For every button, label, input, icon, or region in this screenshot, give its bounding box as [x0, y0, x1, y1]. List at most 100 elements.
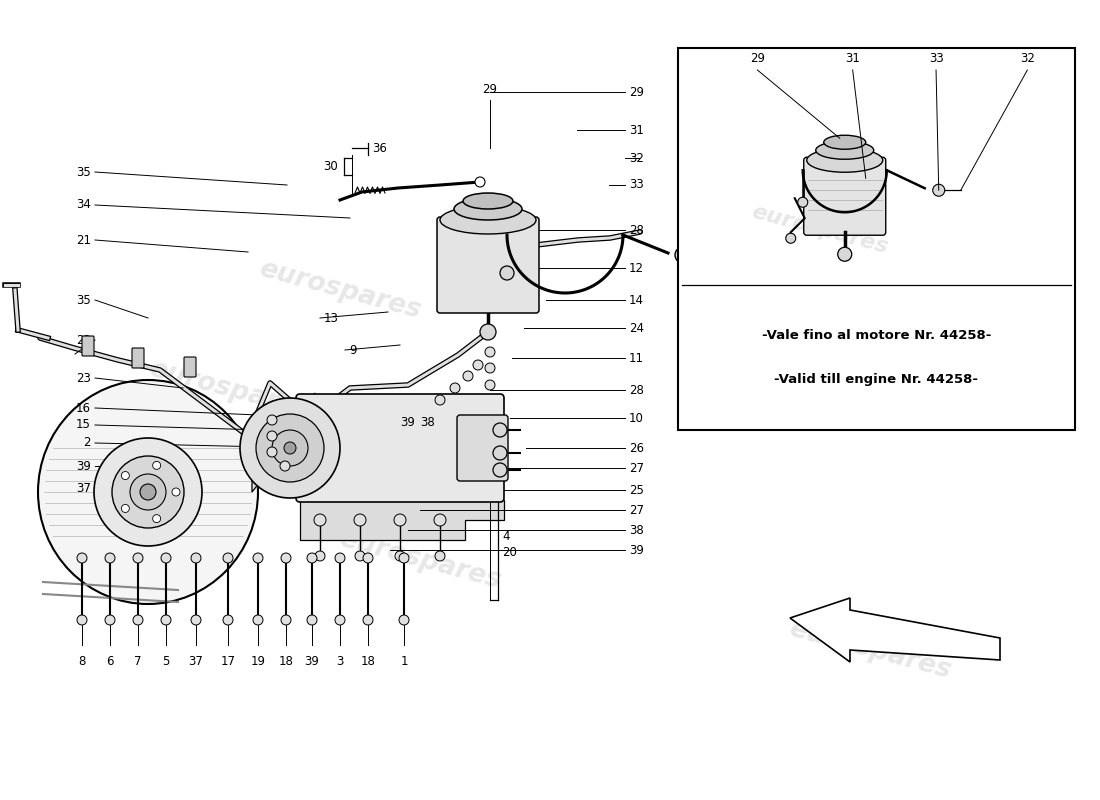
- Text: -Vale fino al motore Nr. 44258-: -Vale fino al motore Nr. 44258-: [762, 329, 991, 342]
- Circle shape: [336, 553, 345, 563]
- Text: 33: 33: [629, 178, 644, 191]
- Text: 37: 37: [76, 482, 91, 494]
- Text: eurospares: eurospares: [146, 356, 314, 424]
- Circle shape: [314, 514, 326, 526]
- Circle shape: [355, 551, 365, 561]
- Circle shape: [363, 553, 373, 563]
- Text: 17: 17: [220, 655, 235, 668]
- Ellipse shape: [39, 380, 258, 604]
- Text: 6: 6: [107, 655, 113, 668]
- Text: 25: 25: [629, 483, 644, 497]
- Text: 15: 15: [76, 418, 91, 431]
- Circle shape: [463, 371, 473, 381]
- Circle shape: [121, 471, 130, 479]
- Circle shape: [675, 247, 691, 263]
- Circle shape: [223, 615, 233, 625]
- FancyBboxPatch shape: [82, 336, 94, 356]
- Circle shape: [434, 514, 446, 526]
- Circle shape: [153, 462, 161, 470]
- Text: 29: 29: [750, 52, 764, 65]
- Text: 33: 33: [928, 52, 944, 65]
- Circle shape: [363, 615, 373, 625]
- Text: 39: 39: [629, 543, 644, 557]
- Text: eurospares: eurospares: [786, 616, 954, 684]
- Text: 30: 30: [323, 159, 338, 173]
- Ellipse shape: [440, 206, 536, 234]
- Text: 9: 9: [349, 343, 356, 357]
- Circle shape: [485, 363, 495, 373]
- Circle shape: [77, 615, 87, 625]
- Circle shape: [394, 514, 406, 526]
- Text: 39: 39: [76, 459, 91, 473]
- Text: -Valid till engine Nr. 44258-: -Valid till engine Nr. 44258-: [774, 373, 979, 386]
- Text: 2: 2: [84, 437, 91, 450]
- Circle shape: [450, 383, 460, 393]
- Circle shape: [307, 615, 317, 625]
- Text: 31: 31: [629, 123, 644, 137]
- Text: 29: 29: [629, 86, 644, 98]
- Circle shape: [485, 380, 495, 390]
- Circle shape: [223, 553, 233, 563]
- Circle shape: [94, 438, 202, 546]
- Circle shape: [267, 431, 277, 441]
- Circle shape: [280, 615, 292, 625]
- Text: 34: 34: [76, 198, 91, 211]
- Circle shape: [253, 553, 263, 563]
- Circle shape: [161, 553, 170, 563]
- Circle shape: [485, 347, 495, 357]
- Text: 7: 7: [134, 655, 142, 668]
- Text: 20: 20: [502, 546, 517, 559]
- Text: 28: 28: [629, 223, 644, 237]
- Circle shape: [253, 615, 263, 625]
- Circle shape: [480, 324, 496, 340]
- Circle shape: [493, 423, 507, 437]
- Text: 18: 18: [361, 655, 375, 668]
- Circle shape: [272, 430, 308, 466]
- Circle shape: [104, 553, 116, 563]
- Circle shape: [280, 553, 292, 563]
- Circle shape: [133, 615, 143, 625]
- Bar: [678, 48, 1075, 430]
- Text: 11: 11: [629, 351, 644, 365]
- Circle shape: [475, 177, 485, 187]
- Text: 29: 29: [483, 83, 497, 96]
- Circle shape: [336, 615, 345, 625]
- Text: 37: 37: [188, 655, 204, 668]
- Circle shape: [434, 551, 446, 561]
- Circle shape: [473, 360, 483, 370]
- Circle shape: [240, 398, 340, 498]
- Circle shape: [140, 484, 156, 500]
- Circle shape: [399, 553, 409, 563]
- Text: 39: 39: [305, 655, 319, 668]
- Polygon shape: [252, 393, 315, 492]
- FancyBboxPatch shape: [456, 415, 508, 481]
- Circle shape: [315, 551, 324, 561]
- Circle shape: [354, 514, 366, 526]
- Text: 32: 32: [629, 151, 644, 165]
- Ellipse shape: [463, 193, 513, 209]
- Polygon shape: [790, 598, 1000, 662]
- Circle shape: [798, 198, 807, 207]
- Text: 16: 16: [76, 402, 91, 414]
- Circle shape: [161, 615, 170, 625]
- Text: 22: 22: [76, 334, 91, 346]
- Text: eurospares: eurospares: [337, 526, 504, 594]
- Circle shape: [130, 474, 166, 510]
- Text: 12: 12: [629, 262, 644, 274]
- Text: eurospares: eurospares: [76, 466, 244, 534]
- Text: 26: 26: [629, 442, 644, 454]
- Circle shape: [121, 505, 130, 513]
- Circle shape: [284, 442, 296, 454]
- Text: 8: 8: [78, 655, 86, 668]
- Text: 27: 27: [629, 462, 644, 474]
- Ellipse shape: [454, 198, 522, 220]
- Text: 38: 38: [629, 523, 644, 537]
- Circle shape: [133, 553, 143, 563]
- Circle shape: [104, 615, 116, 625]
- Text: 4: 4: [502, 530, 509, 543]
- Text: 5: 5: [163, 655, 169, 668]
- Ellipse shape: [806, 148, 882, 172]
- Circle shape: [280, 461, 290, 471]
- Circle shape: [395, 551, 405, 561]
- Circle shape: [493, 463, 507, 477]
